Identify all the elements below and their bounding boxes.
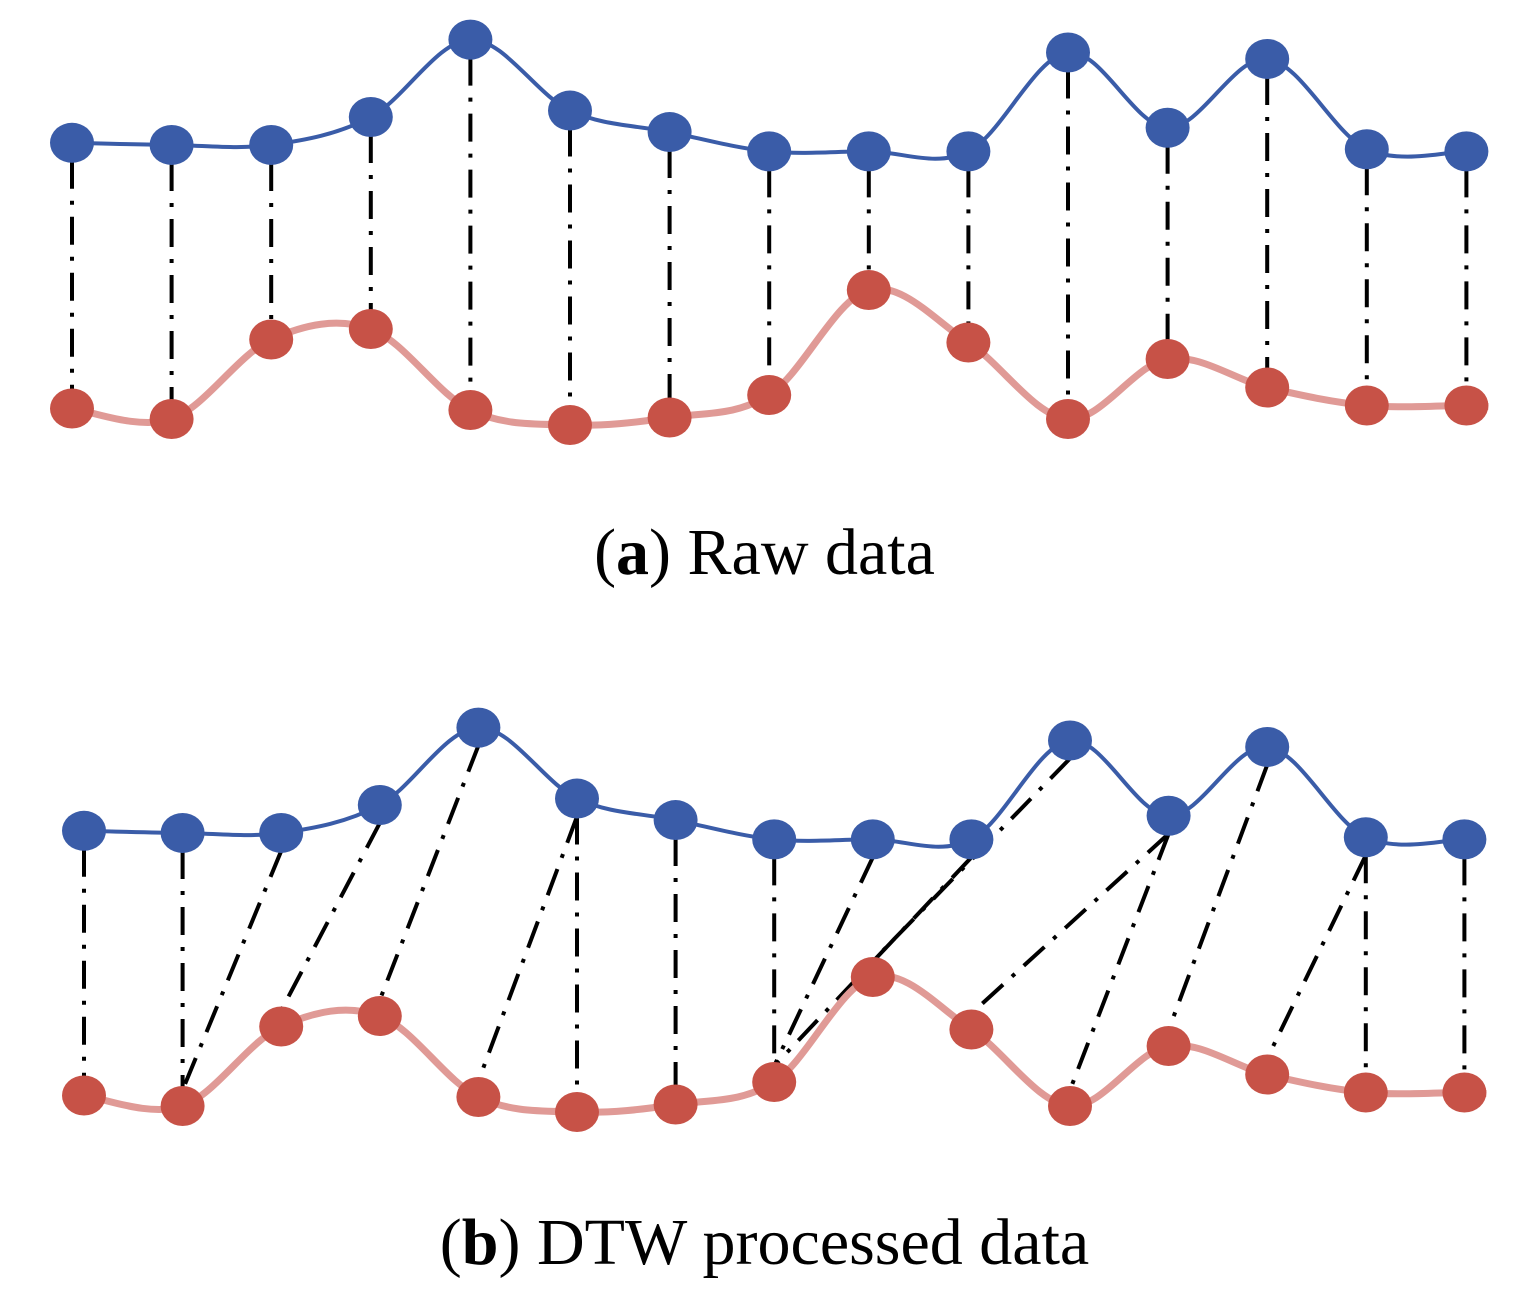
caption-text-a: Raw data (671, 516, 935, 589)
link-b-9 (772, 856, 875, 1067)
red-point-b-12 (1245, 1054, 1290, 1095)
red-point-a-7 (747, 375, 792, 415)
red-point-a-14 (1444, 385, 1489, 426)
red-point-a-13 (1344, 385, 1389, 426)
caption-label-b: b (461, 1206, 499, 1279)
blue-point-b-14 (1442, 819, 1487, 860)
red-point-a-8 (846, 270, 891, 310)
blue-point-a-2 (249, 124, 294, 165)
blue-point-b-9 (949, 819, 994, 860)
blue-point-a-10 (1046, 32, 1090, 73)
blue-point-b-10 (1048, 720, 1092, 761)
blue-point-a-11 (1145, 107, 1190, 148)
red-point-b-14 (1442, 1072, 1487, 1113)
panel-dtw-processed (62, 707, 1487, 1132)
blue-point-b-12 (1245, 726, 1290, 767)
blue-point-a-13 (1344, 129, 1389, 170)
caption-raw-data: (a) Raw data (594, 516, 935, 589)
blue-point-b-11 (1146, 795, 1191, 836)
blue-point-b-5 (555, 778, 599, 819)
red-point-b-3 (357, 996, 402, 1036)
red-point-a-0 (50, 388, 94, 429)
blue-point-b-3 (357, 785, 402, 825)
red-point-a-3 (348, 309, 393, 349)
link-b-12 (970, 832, 1170, 1015)
red-point-b-8 (850, 957, 895, 997)
blue-point-b-4 (456, 707, 501, 748)
link-b-5 (476, 815, 579, 1082)
blue-point-b-13 (1343, 817, 1388, 858)
blue-point-b-7 (752, 819, 797, 860)
red-point-b-11 (1146, 1026, 1191, 1066)
blue-point-b-6 (653, 800, 698, 841)
blue-point-a-0 (50, 122, 94, 163)
red-point-a-9 (946, 322, 991, 363)
blue-point-a-14 (1444, 131, 1489, 172)
red-point-b-10 (1048, 1086, 1092, 1126)
red-point-a-6 (647, 397, 692, 438)
red-point-a-10 (1046, 399, 1090, 439)
blue-point-a-9 (946, 131, 991, 172)
link-b-2 (180, 850, 284, 1091)
panel-raw-data (50, 19, 1489, 445)
blue-point-b-2 (259, 812, 304, 853)
blue-point-a-7 (747, 131, 792, 172)
red-point-a-11 (1145, 339, 1190, 379)
blue-point-a-12 (1245, 38, 1290, 79)
blue-point-a-5 (548, 90, 592, 131)
red-point-b-0 (62, 1075, 106, 1116)
blue-point-a-6 (647, 112, 692, 153)
blue-point-b-1 (160, 812, 205, 853)
red-point-b-13 (1343, 1072, 1388, 1113)
blue-point-a-3 (348, 97, 393, 137)
blue-point-b-8 (850, 819, 895, 860)
caption-text-b: DTW processed data (520, 1206, 1090, 1279)
red-point-b-5 (555, 1092, 599, 1132)
red-point-a-12 (1245, 367, 1290, 408)
red-point-b-6 (653, 1084, 698, 1125)
red-point-b-1 (160, 1086, 205, 1126)
blue-point-a-4 (448, 19, 493, 60)
caption-label-a: a (616, 516, 650, 589)
blue-point-a-8 (846, 131, 891, 172)
link-b-13 (1068, 833, 1171, 1091)
link-b-15 (1265, 854, 1368, 1060)
link-b-10 (772, 856, 973, 1068)
red-point-a-2 (249, 319, 294, 360)
red-point-b-2 (259, 1006, 304, 1047)
red-point-a-4 (448, 390, 493, 430)
red-point-b-9 (949, 1009, 994, 1050)
caption-dtw-processed: (b) DTW processed data (439, 1206, 1090, 1279)
red-point-b-7 (752, 1062, 797, 1102)
blue-point-b-0 (62, 810, 106, 851)
link-b-11 (871, 757, 1072, 963)
red-point-a-5 (548, 405, 592, 445)
red-point-b-4 (456, 1077, 501, 1117)
link-b-4 (377, 744, 481, 1001)
link-b-14 (1166, 764, 1270, 1031)
link-b-3 (279, 822, 382, 1012)
red-point-a-1 (149, 399, 194, 439)
blue-point-a-1 (149, 124, 194, 165)
